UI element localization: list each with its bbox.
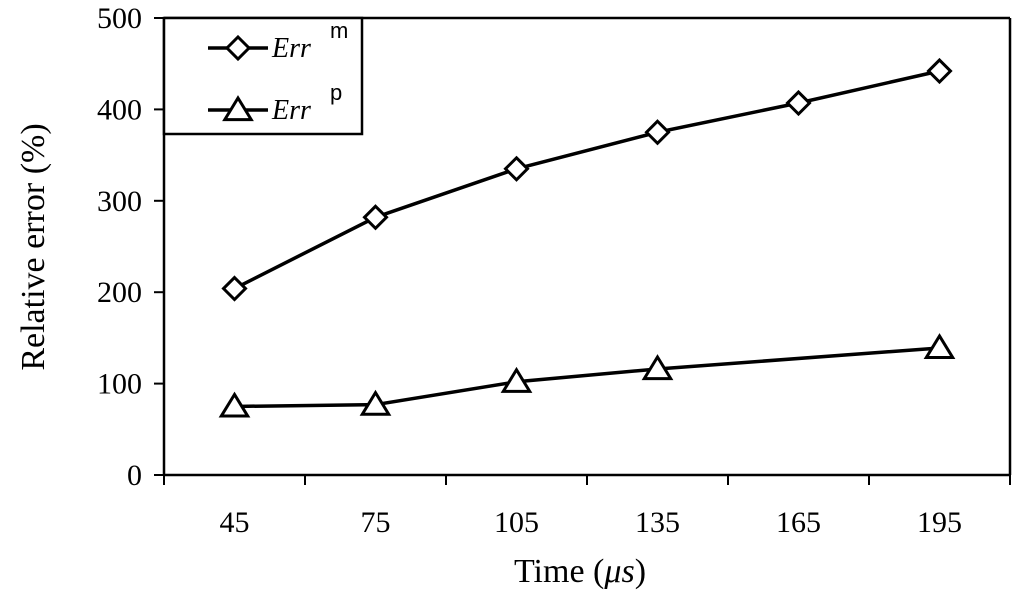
y-axis-title: Relative error (%) — [15, 123, 52, 370]
data-point-p — [218, 391, 251, 418]
data-point-p — [641, 354, 674, 381]
x-tick-label: 135 — [635, 506, 680, 539]
data-point-p — [923, 333, 956, 360]
data-point-m — [644, 119, 671, 146]
series-line-m — [233, 69, 940, 291]
data-point-m — [503, 155, 530, 182]
legend-label-m: Err — [271, 33, 311, 64]
x-axis-title: Time (μs) — [514, 553, 646, 590]
y-tick-label: 300 — [97, 185, 142, 218]
legend-label-p: Err — [271, 95, 311, 126]
x-axis-title-suffix: ) — [635, 553, 646, 590]
x-tick-label: 45 — [220, 506, 250, 539]
x-tick-label: 195 — [917, 506, 962, 539]
x-axis-title-unit: μs — [603, 553, 634, 590]
series-m — [221, 57, 953, 302]
y-tick-label: 200 — [97, 276, 142, 309]
x-tick-label: 105 — [494, 506, 539, 539]
y-tick-label: 500 — [97, 2, 142, 35]
y-tick-label: 0 — [127, 459, 142, 492]
legend-marker-p — [222, 95, 254, 122]
y-tick-label: 100 — [97, 368, 142, 401]
data-point-p — [359, 389, 392, 416]
legend-superscript-m: m — [330, 18, 348, 43]
x-axis-title-prefix: Time ( — [514, 553, 604, 590]
series-line-p — [234, 346, 940, 409]
data-point-m — [362, 204, 389, 231]
x-tick-label: 165 — [776, 506, 821, 539]
x-tick-label: 75 — [361, 506, 391, 539]
data-point-p — [500, 366, 533, 393]
legend-superscript-p: p — [330, 80, 342, 105]
series-layer — [218, 57, 956, 418]
data-point-m — [785, 89, 812, 117]
y-tick-label: 400 — [97, 93, 142, 126]
series-p — [218, 333, 956, 418]
legend-box — [162, 16, 364, 136]
legend-marker-m — [224, 34, 252, 62]
data-point-m — [926, 57, 953, 85]
data-point-m — [221, 275, 248, 302]
axes: 0 100 200 300 400 500 45 75 105 135 165 195 — [97, 2, 1012, 539]
